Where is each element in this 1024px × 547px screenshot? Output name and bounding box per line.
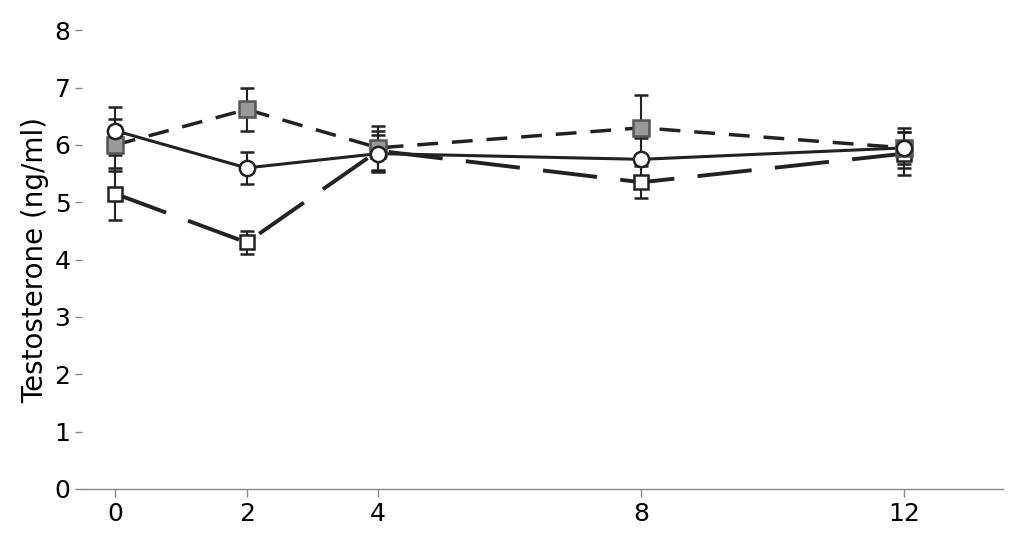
Y-axis label: Testosterone (ng/ml): Testosterone (ng/ml) (20, 117, 49, 403)
